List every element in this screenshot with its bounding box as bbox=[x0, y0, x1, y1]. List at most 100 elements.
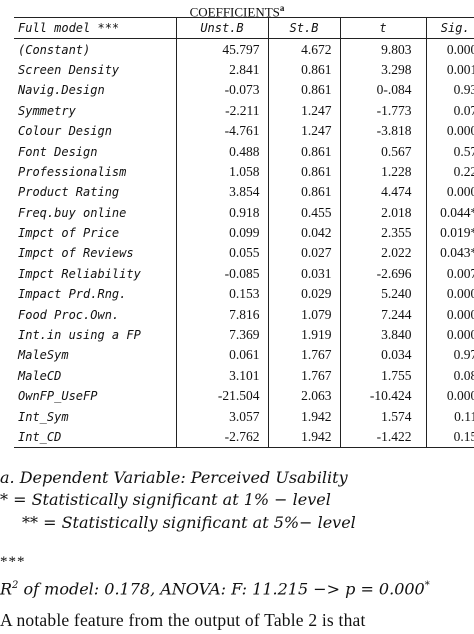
cell-unst-b: 3.854 bbox=[175, 182, 268, 203]
cell-unst-b: -2.762 bbox=[175, 426, 268, 449]
cell-t: 2.022 bbox=[339, 243, 426, 264]
table-title: COEFFICIENTS bbox=[189, 4, 280, 20]
cell-sig: 0.007* bbox=[425, 263, 474, 285]
row-label: Colour Design bbox=[18, 124, 112, 139]
cell-unst-b: -2.211 bbox=[175, 100, 268, 121]
cell-sig: 0.076 bbox=[425, 100, 474, 121]
cell-sig: 0.000* bbox=[425, 182, 474, 203]
cell-t: 2.355 bbox=[339, 222, 426, 244]
cell-sig: 0.000* bbox=[425, 38, 474, 60]
cell-t: 0.567 bbox=[339, 141, 426, 162]
cell-st-b: 1.767 bbox=[267, 345, 340, 366]
row-label: MaleSym bbox=[18, 348, 69, 363]
header-t: t bbox=[339, 16, 426, 40]
cell-sig: 0.116 bbox=[425, 406, 474, 427]
cell-unst-b: 0.099 bbox=[175, 222, 268, 244]
row-label: (Constant) bbox=[18, 42, 91, 57]
cell-t: 1.228 bbox=[339, 161, 426, 183]
row-label: Screen Density bbox=[18, 62, 120, 77]
note-dependent-variable: a. Dependent Variable: Perceived Usabili… bbox=[0, 468, 348, 487]
cell-sig: 0.973 bbox=[425, 345, 474, 366]
cell-t: 3.840 bbox=[339, 324, 426, 346]
header-st-b: St.B bbox=[267, 16, 340, 40]
cell-st-b: 1.919 bbox=[267, 324, 340, 346]
cell-st-b: 0.861 bbox=[267, 141, 340, 162]
cell-t: 1.574 bbox=[339, 406, 426, 427]
note-model-fit: R2 of model: 0.178, ANOVA: F: 11.215 −> … bbox=[0, 576, 430, 599]
cell-t: -1.773 bbox=[339, 100, 426, 121]
row-label: Product Rating bbox=[18, 185, 120, 200]
cell-st-b: 1.247 bbox=[267, 100, 340, 121]
cell-unst-b: 7.369 bbox=[175, 324, 268, 346]
cell-st-b: 0.027 bbox=[267, 243, 340, 264]
row-label: Impct of Reviews bbox=[18, 246, 134, 261]
cell-sig: 0.044** bbox=[425, 202, 474, 223]
cell-unst-b: 7.816 bbox=[175, 304, 268, 325]
note-significance-1pct: * = Statistically significant at 1% − le… bbox=[0, 490, 331, 509]
cell-unst-b: 45.797 bbox=[175, 38, 268, 60]
cell-t: 7.244 bbox=[339, 304, 426, 325]
cell-t: -2.696 bbox=[339, 263, 426, 285]
cell-sig: 0.933 bbox=[425, 80, 474, 101]
cell-st-b: 1.079 bbox=[267, 304, 340, 325]
cell-st-b: 0.042 bbox=[267, 222, 340, 244]
cell-sig: 0.000* bbox=[425, 120, 474, 142]
row-label: OwnFP_UseFP bbox=[18, 389, 98, 404]
cell-sig: 0.080 bbox=[425, 365, 474, 387]
body-paragraph: A notable feature from the output of Tab… bbox=[0, 610, 366, 630]
row-label: Int_CD bbox=[14, 426, 176, 449]
cell-unst-b: -21.504 bbox=[175, 386, 268, 407]
row-label: Food Proc.Own. bbox=[18, 307, 120, 322]
cell-st-b: 0.455 bbox=[267, 202, 340, 223]
cell-sig: 0.155 bbox=[425, 426, 474, 449]
note-significance-5pct: ** = Statistically significant at 5%− le… bbox=[22, 513, 356, 532]
cell-unst-b: -0.085 bbox=[175, 263, 268, 285]
row-label: Impct Reliability bbox=[18, 266, 141, 281]
header-full-model: Full model *** bbox=[14, 16, 176, 40]
cell-t: 9.803 bbox=[339, 38, 426, 60]
cell-t: 2.018 bbox=[339, 202, 426, 223]
cell-unst-b: -0.073 bbox=[175, 80, 268, 101]
cell-sig: 0.220 bbox=[425, 161, 474, 183]
row-label: Professionalism bbox=[18, 164, 127, 179]
table-caption: COEFFICIENTSa bbox=[0, 0, 474, 20]
cell-unst-b: 0.488 bbox=[175, 141, 268, 162]
cell-sig: 0.043** bbox=[425, 243, 474, 264]
cell-st-b: 1.942 bbox=[267, 426, 340, 449]
cell-t: 5.240 bbox=[339, 284, 426, 305]
cell-st-b: 0.861 bbox=[267, 161, 340, 183]
cell-sig: 0.001* bbox=[425, 59, 474, 81]
cell-st-b: 1.247 bbox=[267, 120, 340, 142]
r2-symbol: R bbox=[0, 579, 13, 599]
cell-sig: 0.000* bbox=[425, 284, 474, 305]
table-header-row: Full model *** Unst.B St.B t Sig. bbox=[14, 16, 474, 40]
row-label: Font Design bbox=[18, 144, 98, 159]
cell-st-b: 4.672 bbox=[267, 38, 340, 60]
cell-st-b: 0.861 bbox=[267, 59, 340, 81]
coefficients-table: Full model *** Unst.B St.B t Sig. (Const… bbox=[14, 16, 474, 449]
cell-st-b: 0.861 bbox=[267, 182, 340, 203]
r2-exponent: 2 bbox=[12, 580, 19, 591]
r2-star: * bbox=[424, 580, 430, 591]
cell-unst-b: 3.057 bbox=[175, 406, 268, 427]
cell-st-b: 0.031 bbox=[267, 263, 340, 285]
cell-st-b: 0.029 bbox=[267, 284, 340, 305]
row-label: MaleCD bbox=[18, 368, 62, 383]
row-label: Freq.buy online bbox=[18, 205, 127, 220]
row-label: Navig.Design bbox=[18, 83, 105, 98]
